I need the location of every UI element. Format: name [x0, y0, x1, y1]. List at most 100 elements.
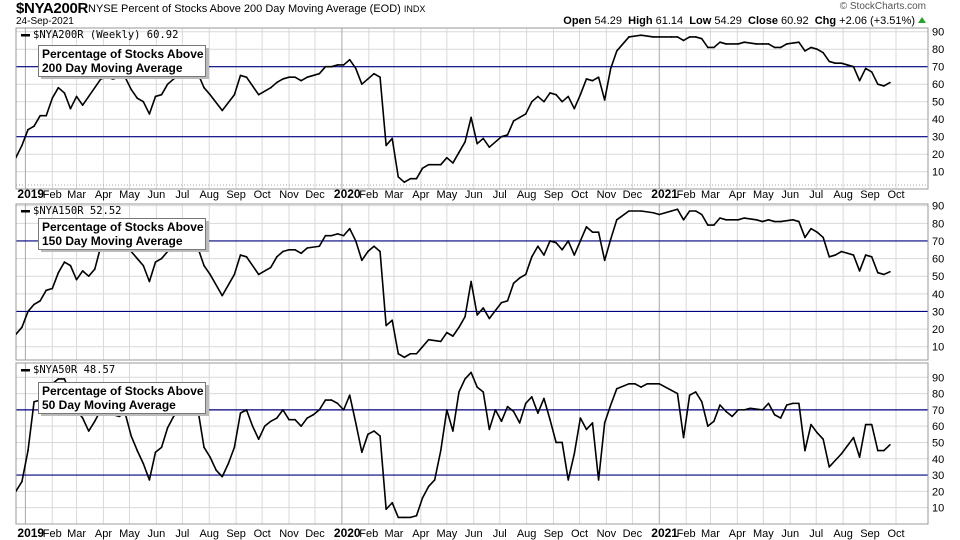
data-point	[561, 441, 563, 444]
x-tick-label: Dec	[623, 528, 643, 540]
data-point	[63, 92, 66, 94]
data-point	[75, 278, 78, 281]
data-point	[755, 43, 758, 45]
data-point	[858, 79, 861, 82]
exchange-label: INDX	[403, 4, 426, 14]
data-point	[773, 46, 776, 49]
data-point	[221, 109, 224, 112]
data-point	[439, 449, 442, 452]
data-point	[858, 456, 861, 458]
data-point	[294, 418, 296, 421]
data-point	[263, 425, 266, 427]
data-point	[16, 333, 17, 336]
data-point	[524, 113, 527, 115]
x-tick-label: May	[753, 528, 774, 540]
data-point	[239, 254, 242, 256]
data-point	[336, 233, 339, 235]
data-point	[391, 501, 394, 504]
x-tick-label: Oct	[254, 528, 271, 540]
data-point	[160, 446, 163, 449]
x-tick-label: Sep	[544, 528, 564, 540]
data-point	[476, 314, 478, 316]
data-point	[245, 256, 248, 258]
x-tick-label: Jul	[809, 189, 823, 201]
data-point	[354, 67, 357, 70]
data-point	[603, 259, 606, 262]
open-label: Open	[563, 15, 592, 27]
x-tick-label: Apr	[95, 189, 112, 201]
data-point	[870, 256, 873, 258]
data-point	[688, 394, 691, 397]
data-point	[828, 256, 831, 258]
data-point	[640, 34, 642, 36]
panel-3: 10 20 30 40 50 60 70 80 90 $NYA50R 48.57 Percentag…	[15, 362, 944, 525]
up-arrow-icon	[918, 17, 926, 23]
data-point	[488, 428, 491, 431]
data-point	[755, 219, 758, 221]
data-point	[804, 50, 806, 52]
data-point	[27, 128, 29, 131]
data-point	[342, 409, 345, 411]
data-point	[160, 257, 163, 260]
data-point	[877, 449, 879, 452]
data-point	[482, 307, 485, 309]
high-label: High	[628, 15, 653, 27]
x-tick-label: Aug	[833, 528, 853, 540]
data-point	[707, 224, 709, 226]
data-point	[773, 413, 776, 416]
data-point	[840, 62, 843, 64]
data-point	[203, 86, 205, 89]
x-tick-label: Nov	[279, 189, 299, 201]
data-point	[579, 240, 582, 242]
high-value: 61.14	[655, 15, 684, 27]
data-point	[458, 326, 460, 329]
data-point	[500, 301, 503, 304]
data-point	[694, 36, 697, 38]
data-point	[16, 156, 17, 159]
data-point	[476, 142, 478, 145]
data-point	[640, 386, 642, 388]
open-value: 54.29	[594, 15, 622, 27]
data-point	[846, 64, 849, 66]
x-tick-label: Oct	[254, 189, 271, 201]
data-point	[567, 95, 570, 98]
data-point	[446, 331, 448, 334]
data-point	[537, 412, 539, 414]
data-point	[300, 252, 302, 255]
data-point	[810, 227, 812, 230]
data-point	[221, 475, 224, 478]
data-point	[452, 335, 454, 337]
data-point	[233, 273, 236, 276]
data-point	[767, 43, 770, 45]
x-tick-label: Oct	[887, 528, 904, 540]
y-tick-label: 60	[932, 421, 944, 433]
data-point	[579, 93, 582, 96]
annotation-box	[38, 382, 206, 414]
data-point	[591, 79, 594, 82]
data-point	[415, 514, 418, 517]
x-tick-label: Jul	[493, 189, 507, 201]
data-point	[658, 36, 661, 38]
data-point	[670, 210, 673, 212]
data-point	[652, 211, 655, 214]
data-point	[761, 43, 764, 45]
data-point	[737, 409, 739, 411]
data-point	[506, 300, 509, 302]
data-point	[142, 264, 145, 267]
annotation-text: 50 Day Moving Average	[42, 398, 176, 412]
data-point	[567, 479, 570, 481]
annotation-box	[38, 218, 206, 250]
legend-label: $NYA50R 48.57	[33, 364, 115, 376]
data-point	[500, 420, 503, 423]
x-tick-label: Apr	[412, 528, 429, 540]
data-point	[694, 391, 697, 393]
data-point	[719, 404, 721, 406]
data-point	[130, 88, 132, 91]
data-point	[348, 394, 351, 397]
data-point	[276, 417, 278, 419]
data-point	[433, 479, 436, 481]
data-point	[543, 397, 545, 400]
data-point	[69, 264, 72, 267]
data-point	[215, 469, 217, 471]
